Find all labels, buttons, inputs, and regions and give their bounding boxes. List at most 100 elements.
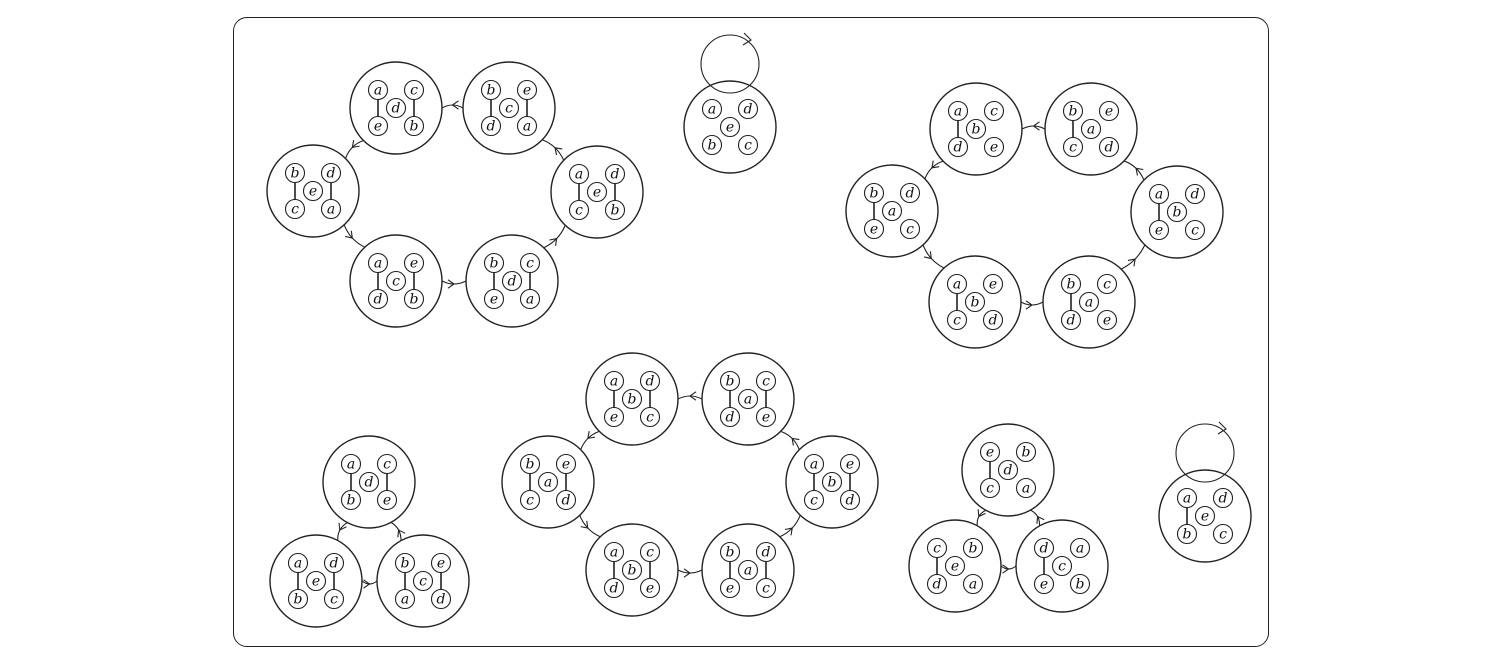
- letter-label: b: [1183, 527, 1192, 543]
- letter-label: c: [410, 83, 418, 99]
- graph-node: a deb c: [269, 534, 363, 628]
- letter-circle: [639, 370, 661, 392]
- letter-label: b: [611, 203, 620, 219]
- cycle-1-edge-4: [543, 225, 566, 249]
- letter-label: c: [1058, 559, 1066, 575]
- letter-label: e: [490, 292, 498, 308]
- graph-node: b dae c: [701, 523, 795, 617]
- letter-circle: [604, 199, 626, 221]
- letter-circle: [803, 453, 825, 475]
- letter-circle: [719, 370, 741, 392]
- letter-label: a: [401, 592, 409, 608]
- letter-circle: [1148, 219, 1170, 241]
- letter-label: e: [990, 140, 998, 156]
- letter-label: e: [312, 574, 320, 590]
- cycle-3-arrowhead-2: [580, 520, 589, 529]
- letter-label: b: [828, 475, 837, 491]
- letter-label: c: [646, 410, 654, 426]
- node-circle: [683, 80, 777, 174]
- cycle-3-edge-2: [579, 515, 601, 538]
- graph-node: e bdc a: [961, 423, 1055, 517]
- letter-label: c: [1103, 277, 1111, 293]
- letter-circle: [701, 134, 723, 156]
- letter-circle: [983, 136, 1005, 158]
- cycle-3-edge-5: [780, 430, 800, 450]
- letter-circle: [1096, 309, 1118, 331]
- letter-circle: [302, 180, 324, 202]
- letter-circle: [340, 453, 362, 475]
- letter-label: c: [505, 101, 513, 117]
- graph-node: a cbd e: [929, 82, 1023, 176]
- letter-circle: [603, 370, 625, 392]
- letter-label: a: [810, 457, 818, 473]
- letter-circle: [1080, 118, 1102, 140]
- letter-circle: [737, 134, 759, 156]
- letter-circle: [621, 559, 643, 581]
- letter-circle: [376, 489, 398, 511]
- letter-label: c: [646, 545, 654, 561]
- letter-circle: [284, 162, 306, 184]
- cycle-2-arrowhead-4: [1127, 258, 1136, 267]
- letter-circle: [639, 406, 661, 428]
- letter-circle: [320, 162, 342, 184]
- letter-circle: [287, 552, 309, 574]
- letter-label: a: [708, 102, 716, 118]
- letter-label: e: [646, 581, 654, 597]
- letter-circle: [412, 570, 434, 592]
- cycle-5-arrowhead-1: [977, 509, 986, 518]
- letter-label: e: [726, 581, 734, 597]
- letter-label: a: [744, 392, 752, 408]
- letter-circle: [501, 270, 523, 292]
- letter-circle: [1078, 291, 1100, 313]
- letter-label: a: [954, 104, 962, 120]
- letter-label: e: [762, 410, 770, 426]
- letter-label: c: [906, 222, 914, 238]
- letter-label: d: [365, 475, 374, 491]
- letter-label: e: [410, 256, 418, 272]
- letter-label: d: [1040, 541, 1049, 557]
- letter-circle: [926, 573, 948, 595]
- letter-label: b: [294, 592, 303, 608]
- self-loop-1-arrowhead: [742, 32, 752, 46]
- node-circle: [501, 435, 595, 529]
- letter-label: b: [526, 457, 535, 473]
- node-circle: [269, 534, 363, 628]
- letter-circle: [403, 252, 425, 274]
- letter-circle: [555, 489, 577, 511]
- letter-label: d: [762, 545, 771, 561]
- letter-label: e: [1105, 104, 1113, 120]
- letter-label: c: [330, 592, 338, 608]
- letter-circle: [755, 370, 777, 392]
- letter-label: c: [1191, 223, 1199, 239]
- cycle-3-arrowhead-6: [689, 391, 697, 401]
- letter-label: b: [1173, 205, 1182, 221]
- letter-circle: [839, 453, 861, 475]
- letter-label: b: [971, 295, 980, 311]
- letter-label: b: [1076, 577, 1085, 593]
- letter-circle: [367, 288, 389, 310]
- letter-label: c: [762, 581, 770, 597]
- letter-circle: [639, 541, 661, 563]
- node-circle: [322, 435, 416, 529]
- letter-circle: [385, 270, 407, 292]
- letter-circle: [701, 98, 723, 120]
- letter-circle: [962, 537, 984, 559]
- letter-circle: [737, 559, 759, 581]
- letter-circle: [755, 541, 777, 563]
- letter-circle: [997, 459, 1019, 481]
- letter-circle: [430, 552, 452, 574]
- letter-label: b: [969, 541, 978, 557]
- letter-label: d: [610, 581, 619, 597]
- graph-node: c bed a: [908, 519, 1002, 613]
- letter-label: e: [1201, 509, 1209, 525]
- letter-label: d: [508, 274, 517, 290]
- letter-circle: [403, 79, 425, 101]
- letter-label: b: [870, 186, 879, 202]
- node-circle: [1130, 165, 1224, 259]
- node-circle: [908, 519, 1002, 613]
- letter-label: e: [726, 120, 734, 136]
- letter-label: a: [744, 563, 752, 579]
- self-loop-2: [1175, 423, 1235, 483]
- graph-node: a dbe c: [1130, 165, 1224, 259]
- letter-circle: [947, 136, 969, 158]
